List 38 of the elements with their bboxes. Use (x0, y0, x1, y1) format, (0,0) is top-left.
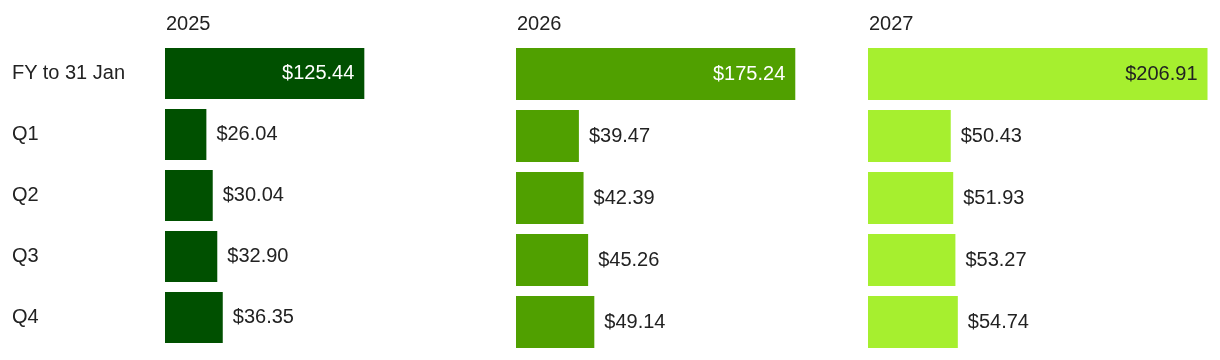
data-label: $54.74 (967, 309, 1029, 332)
bar (516, 109, 579, 163)
data-label: $39.47 (588, 123, 651, 146)
y-tick-label: Q2 (12, 183, 39, 206)
data-label: $45.26 (598, 247, 660, 270)
data-label: $51.93 (963, 185, 1025, 208)
data-label: $125.44 (282, 61, 355, 84)
data-label: $30.04 (222, 183, 284, 206)
bar (516, 233, 589, 287)
data-label: $36.35 (232, 305, 294, 328)
chart-title: 2026 (517, 11, 562, 34)
bar (165, 47, 365, 100)
bar (165, 108, 207, 161)
data-label: $26.04 (216, 122, 278, 145)
bar (165, 291, 223, 344)
data-label: $53.27 (965, 247, 1027, 270)
bar (868, 233, 956, 287)
y-tick-label: Q1 (12, 122, 39, 145)
bar (868, 47, 1208, 101)
bar (868, 295, 958, 349)
chart-title: 2025 (166, 11, 211, 34)
y-tick-label: Q4 (12, 305, 39, 328)
y-tick-label: FY to 31 Jan (12, 61, 126, 84)
data-label: $206.91 (1125, 61, 1198, 84)
bar (516, 171, 584, 225)
y-tick-label: Q3 (12, 244, 39, 267)
bar (165, 230, 218, 283)
data-label: $42.39 (593, 185, 655, 208)
bar (516, 295, 595, 349)
data-label: $50.43 (960, 123, 1022, 146)
bar (165, 169, 213, 222)
data-label: $175.24 (712, 61, 786, 84)
chart-title: 2027 (869, 11, 914, 34)
bar (868, 109, 951, 163)
data-label: $49.14 (604, 309, 666, 332)
bar (516, 47, 796, 101)
bar (868, 171, 954, 225)
data-label: $32.90 (227, 244, 289, 267)
